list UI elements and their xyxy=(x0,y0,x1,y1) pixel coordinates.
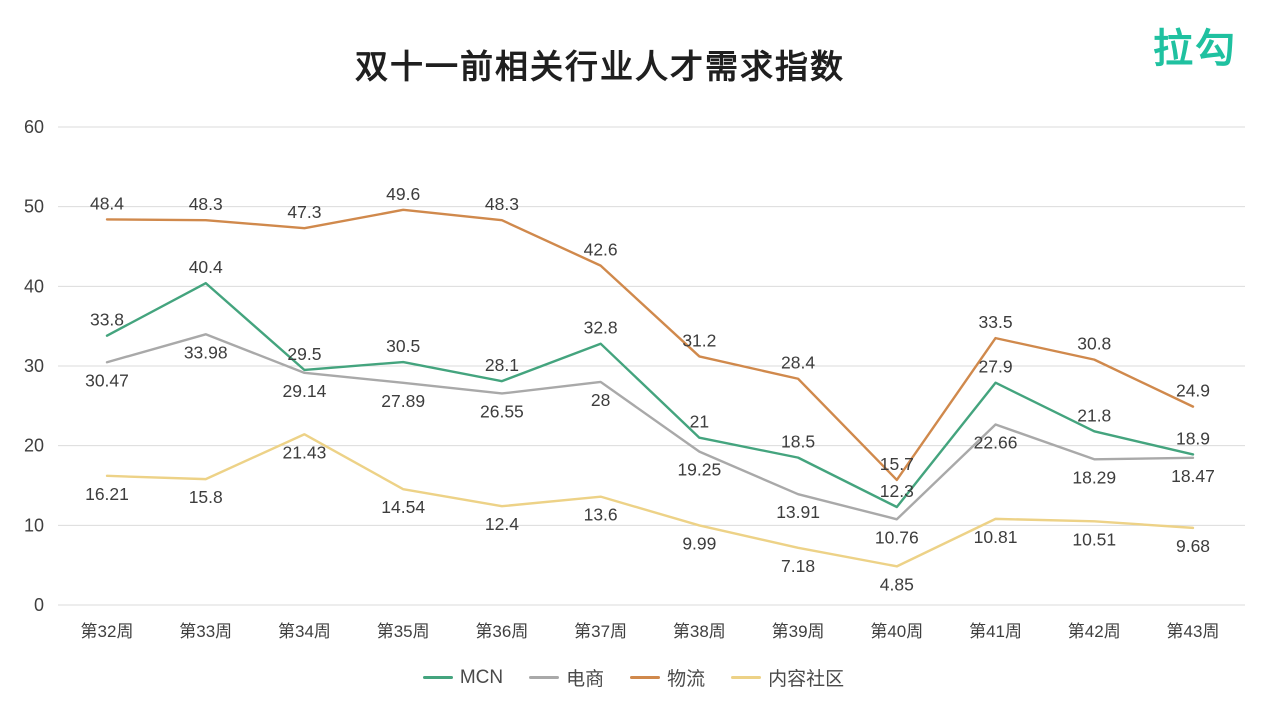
data-label-电商: 27.89 xyxy=(381,391,425,411)
data-label-MCN: 29.5 xyxy=(287,344,321,364)
x-axis-label: 第41周 xyxy=(969,622,1022,641)
data-label-内容社区: 16.21 xyxy=(85,484,129,504)
data-label-物流: 31.2 xyxy=(682,330,716,350)
lagou-logo: 拉勾 xyxy=(1153,27,1237,71)
y-axis-label: 40 xyxy=(24,276,44,296)
x-axis-label: 第40周 xyxy=(870,622,923,641)
y-axis-label: 20 xyxy=(24,436,44,456)
data-label-MCN: 18.9 xyxy=(1176,428,1210,448)
x-axis-label: 第36周 xyxy=(475,622,528,641)
data-label-内容社区: 15.8 xyxy=(189,487,223,507)
data-label-MCN: 30.5 xyxy=(386,336,420,356)
x-axis-label: 第33周 xyxy=(179,622,232,641)
legend: MCN 电商 物流 内容社区 xyxy=(0,664,1267,691)
data-label-物流: 15.7 xyxy=(880,454,914,474)
data-label-内容社区: 12.4 xyxy=(485,514,519,534)
data-label-电商: 18.47 xyxy=(1171,466,1215,486)
legend-label: 电商 xyxy=(566,669,605,690)
data-label-MCN: 32.8 xyxy=(584,318,618,338)
data-label-内容社区: 9.68 xyxy=(1176,536,1210,556)
data-label-物流: 33.5 xyxy=(979,312,1013,332)
x-axis-label: 第35周 xyxy=(377,622,430,641)
data-label-内容社区: 4.85 xyxy=(880,574,914,594)
legend-label: 物流 xyxy=(667,669,706,690)
data-label-物流: 48.3 xyxy=(189,194,223,214)
y-axis-label: 0 xyxy=(34,595,44,615)
data-label-物流: 49.6 xyxy=(386,184,420,204)
data-label-MCN: 28.1 xyxy=(485,355,519,375)
chart-title: 双十一前相关行业人才需求指数 xyxy=(355,48,845,85)
legend-swatch xyxy=(529,676,560,679)
data-label-MCN: 33.8 xyxy=(90,310,124,330)
y-axis-label: 50 xyxy=(24,197,44,217)
data-label-电商: 18.29 xyxy=(1072,467,1116,487)
x-axis-label: 第37周 xyxy=(574,622,627,641)
data-label-电商: 33.98 xyxy=(184,342,228,362)
data-label-物流: 48.4 xyxy=(90,193,124,213)
legend-item-MCN: MCN xyxy=(422,666,504,689)
x-axis-label: 第39周 xyxy=(772,622,825,641)
x-axis-label: 第43周 xyxy=(1167,622,1220,641)
data-label-MCN: 27.9 xyxy=(979,357,1013,377)
data-label-内容社区: 21.43 xyxy=(283,442,327,462)
data-label-内容社区: 13.6 xyxy=(584,505,618,525)
data-label-电商: 10.76 xyxy=(875,527,919,547)
legend-swatch xyxy=(630,676,661,679)
series-line-电商 xyxy=(105,333,1195,521)
series-line-物流 xyxy=(105,208,1195,482)
data-label-内容社区: 9.99 xyxy=(682,533,716,553)
y-axis-label: 10 xyxy=(24,515,44,535)
data-label-电商: 26.55 xyxy=(480,401,524,421)
legend-swatch xyxy=(422,676,453,679)
x-axis-label: 第34周 xyxy=(278,622,331,641)
data-label-电商: 28 xyxy=(591,390,610,410)
data-label-内容社区: 14.54 xyxy=(381,497,425,517)
legend-item-物流: 物流 xyxy=(630,664,705,691)
legend-label: 内容社区 xyxy=(768,669,845,690)
data-label-电商: 13.91 xyxy=(776,502,820,522)
data-label-电商: 29.14 xyxy=(283,381,327,401)
y-axis-label: 30 xyxy=(24,356,44,376)
data-label-MCN: 21.8 xyxy=(1077,405,1111,425)
data-label-物流: 42.6 xyxy=(584,240,618,260)
series-line-内容社区 xyxy=(105,433,1195,568)
data-label-电商: 30.47 xyxy=(85,370,129,390)
y-axis-label: 60 xyxy=(24,117,44,137)
data-label-内容社区: 10.81 xyxy=(974,527,1018,547)
data-label-MCN: 12.3 xyxy=(880,481,914,501)
series-line-MCN xyxy=(105,281,1195,509)
data-label-内容社区: 7.18 xyxy=(781,556,815,576)
data-label-电商: 22.66 xyxy=(974,432,1018,452)
data-label-物流: 47.3 xyxy=(287,202,321,222)
data-label-MCN: 21 xyxy=(690,412,709,432)
data-label-物流: 48.3 xyxy=(485,194,519,214)
data-label-MCN: 18.5 xyxy=(781,432,815,452)
legend-label: MCN xyxy=(459,666,504,688)
data-label-电商: 19.25 xyxy=(677,460,721,480)
legend-item-内容社区: 内容社区 xyxy=(731,664,844,691)
data-label-物流: 30.8 xyxy=(1077,334,1111,354)
legend-item-电商: 电商 xyxy=(529,664,604,691)
data-label-MCN: 40.4 xyxy=(189,257,223,277)
data-label-物流: 24.9 xyxy=(1176,381,1210,401)
data-label-物流: 28.4 xyxy=(781,353,815,373)
x-axis-label: 第42周 xyxy=(1068,622,1121,641)
x-axis-label: 第32周 xyxy=(81,622,134,641)
legend-swatch xyxy=(731,676,762,679)
data-label-内容社区: 10.51 xyxy=(1072,529,1116,549)
x-axis-label: 第38周 xyxy=(673,622,726,641)
